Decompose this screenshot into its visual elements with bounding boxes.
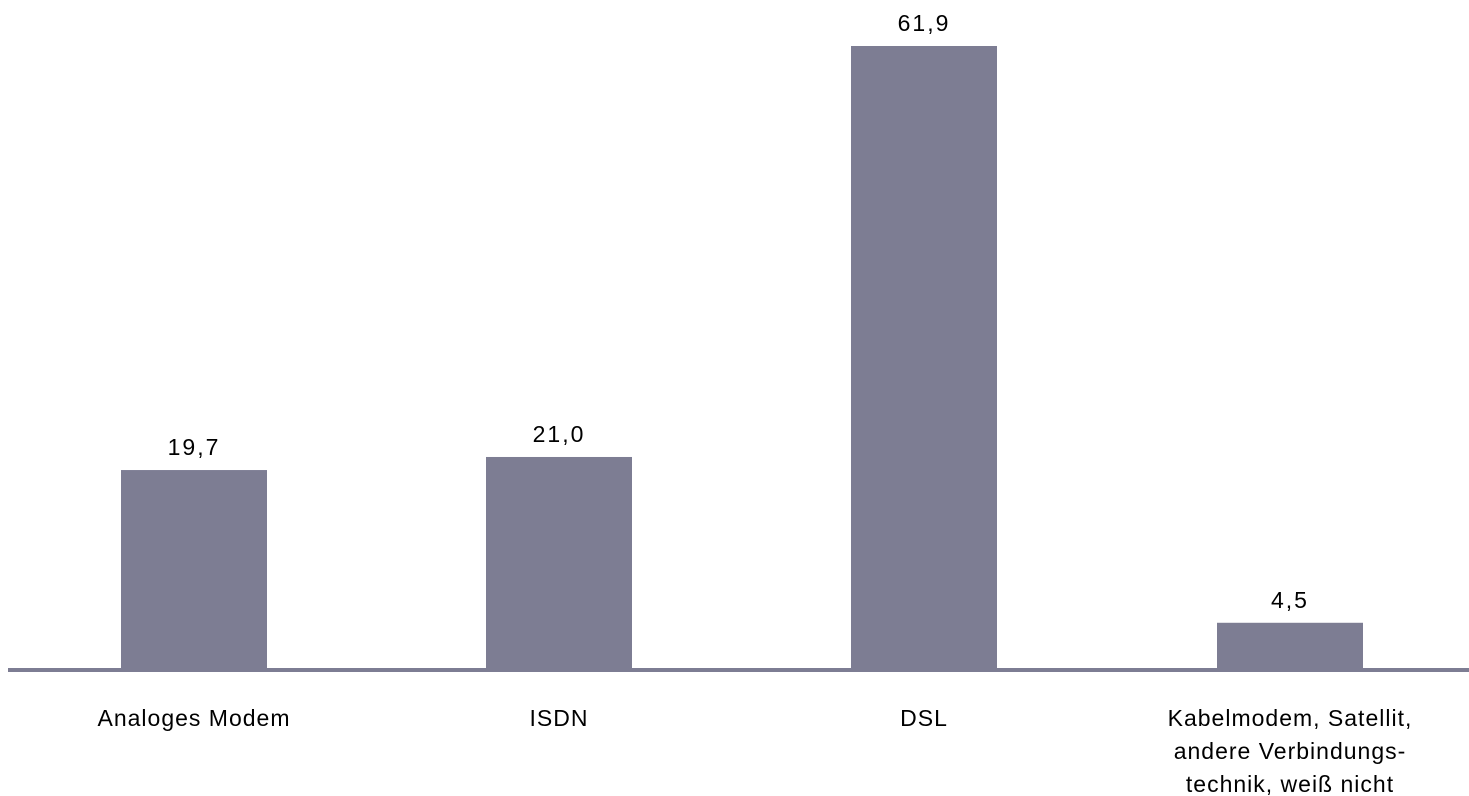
category-label: DSL (900, 705, 948, 731)
category-label-line: andere Verbindungs- (1174, 738, 1407, 764)
axis-layer (8, 668, 1469, 672)
category-label-line: ISDN (530, 705, 589, 731)
category-labels-layer: Analoges Modem ISDN DSL Kabelmodem, Satelli… (98, 705, 1413, 796)
category-label: Analoges Modem (98, 705, 291, 731)
bar-4 (1217, 622, 1363, 668)
x-axis-line (8, 668, 1469, 672)
category-label-line: DSL (900, 705, 948, 731)
bar-value-label: 21,0 (533, 421, 586, 447)
bar-value-label: 19,7 (168, 434, 221, 460)
bar-value-label: 4,5 (1271, 587, 1309, 613)
bar-2 (486, 456, 632, 668)
bar-1 (121, 470, 267, 668)
bar-value-label: 61,9 (898, 10, 951, 36)
bar-3 (851, 46, 997, 668)
category-label: ISDN (530, 705, 589, 731)
category-label-line: technik, weiß nicht (1186, 771, 1394, 796)
category-label-line: Kabelmodem, Satellit, (1168, 705, 1413, 731)
category-label-line: Analoges Modem (98, 705, 291, 731)
bars-layer (121, 46, 1363, 668)
value-labels-layer: 19,7 21,0 61,9 4,5 (168, 10, 1309, 613)
category-label: Kabelmodem, Satellit, andere Verbindungs-… (1168, 705, 1413, 796)
